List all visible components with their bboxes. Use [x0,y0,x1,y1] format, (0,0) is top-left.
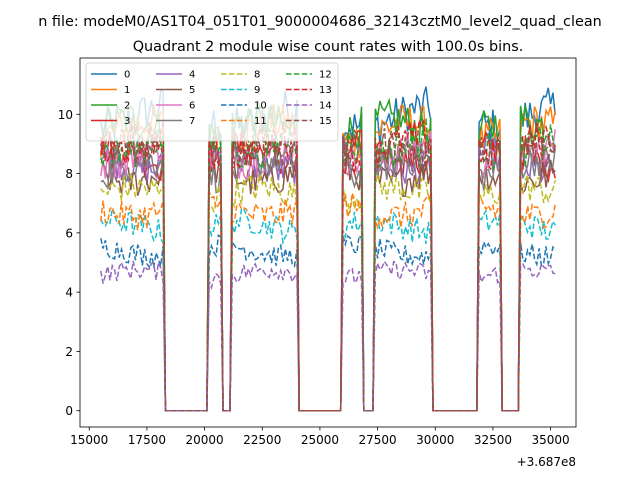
legend-label-15: 15 [319,116,332,127]
legend-label-12: 12 [319,70,332,81]
legend-label-5: 5 [189,85,195,96]
y-tick-label: 0 [65,404,73,418]
legend-label-4: 4 [189,70,195,81]
legend-label-6: 6 [189,101,195,112]
series-line-5 [100,154,556,412]
axes: 15000 17500 20000 22500 25000 27500 30000 32500… [58,57,577,447]
series-lines [100,86,556,412]
legend-box [85,62,339,142]
legend-label-0: 0 [124,70,130,81]
series-line-2 [100,97,556,412]
x-tick-label: 22500 [243,433,281,447]
legend-label-14: 14 [319,101,332,112]
y-tick-label: 2 [65,345,73,359]
series-line-15 [100,128,556,412]
x-tick-label: 30000 [416,433,454,447]
chart-title: Quadrant 2 module wise count rates with … [133,39,524,55]
x-tick-label: 35000 [532,433,570,447]
legend-label-3: 3 [124,116,130,127]
legend-label-1: 1 [124,85,130,96]
y-tick-label: 10 [58,108,73,122]
legend-label-13: 13 [319,85,332,96]
x-tick-label: 17500 [128,433,166,447]
plot-frame [79,57,577,428]
y-tick-label: 8 [65,167,73,181]
x-tick-label: 20000 [185,433,223,447]
y-tick-label: 4 [65,286,73,300]
series-line-14 [100,259,556,412]
series-line-13 [100,118,556,412]
legend-label-9: 9 [254,85,260,96]
series-line-10 [100,234,556,412]
legend-label-7: 7 [189,116,195,127]
x-offset-label: +3.687e8 [517,455,576,469]
x-tick-label: 25000 [301,433,339,447]
legend-label-2: 2 [124,101,130,112]
legend-label-10: 10 [254,101,267,112]
figure-suptitle: n file: modeM0/AS1T04_051T01_9000004686_… [38,14,602,30]
x-tick-label: 15000 [70,433,108,447]
legend-label-8: 8 [254,70,260,81]
legend-label-11: 11 [254,116,267,127]
x-tick-label: 32500 [474,433,512,447]
series-line-9 [100,206,556,412]
x-tick-label: 27500 [359,433,397,447]
y-tick-label: 6 [65,226,73,240]
